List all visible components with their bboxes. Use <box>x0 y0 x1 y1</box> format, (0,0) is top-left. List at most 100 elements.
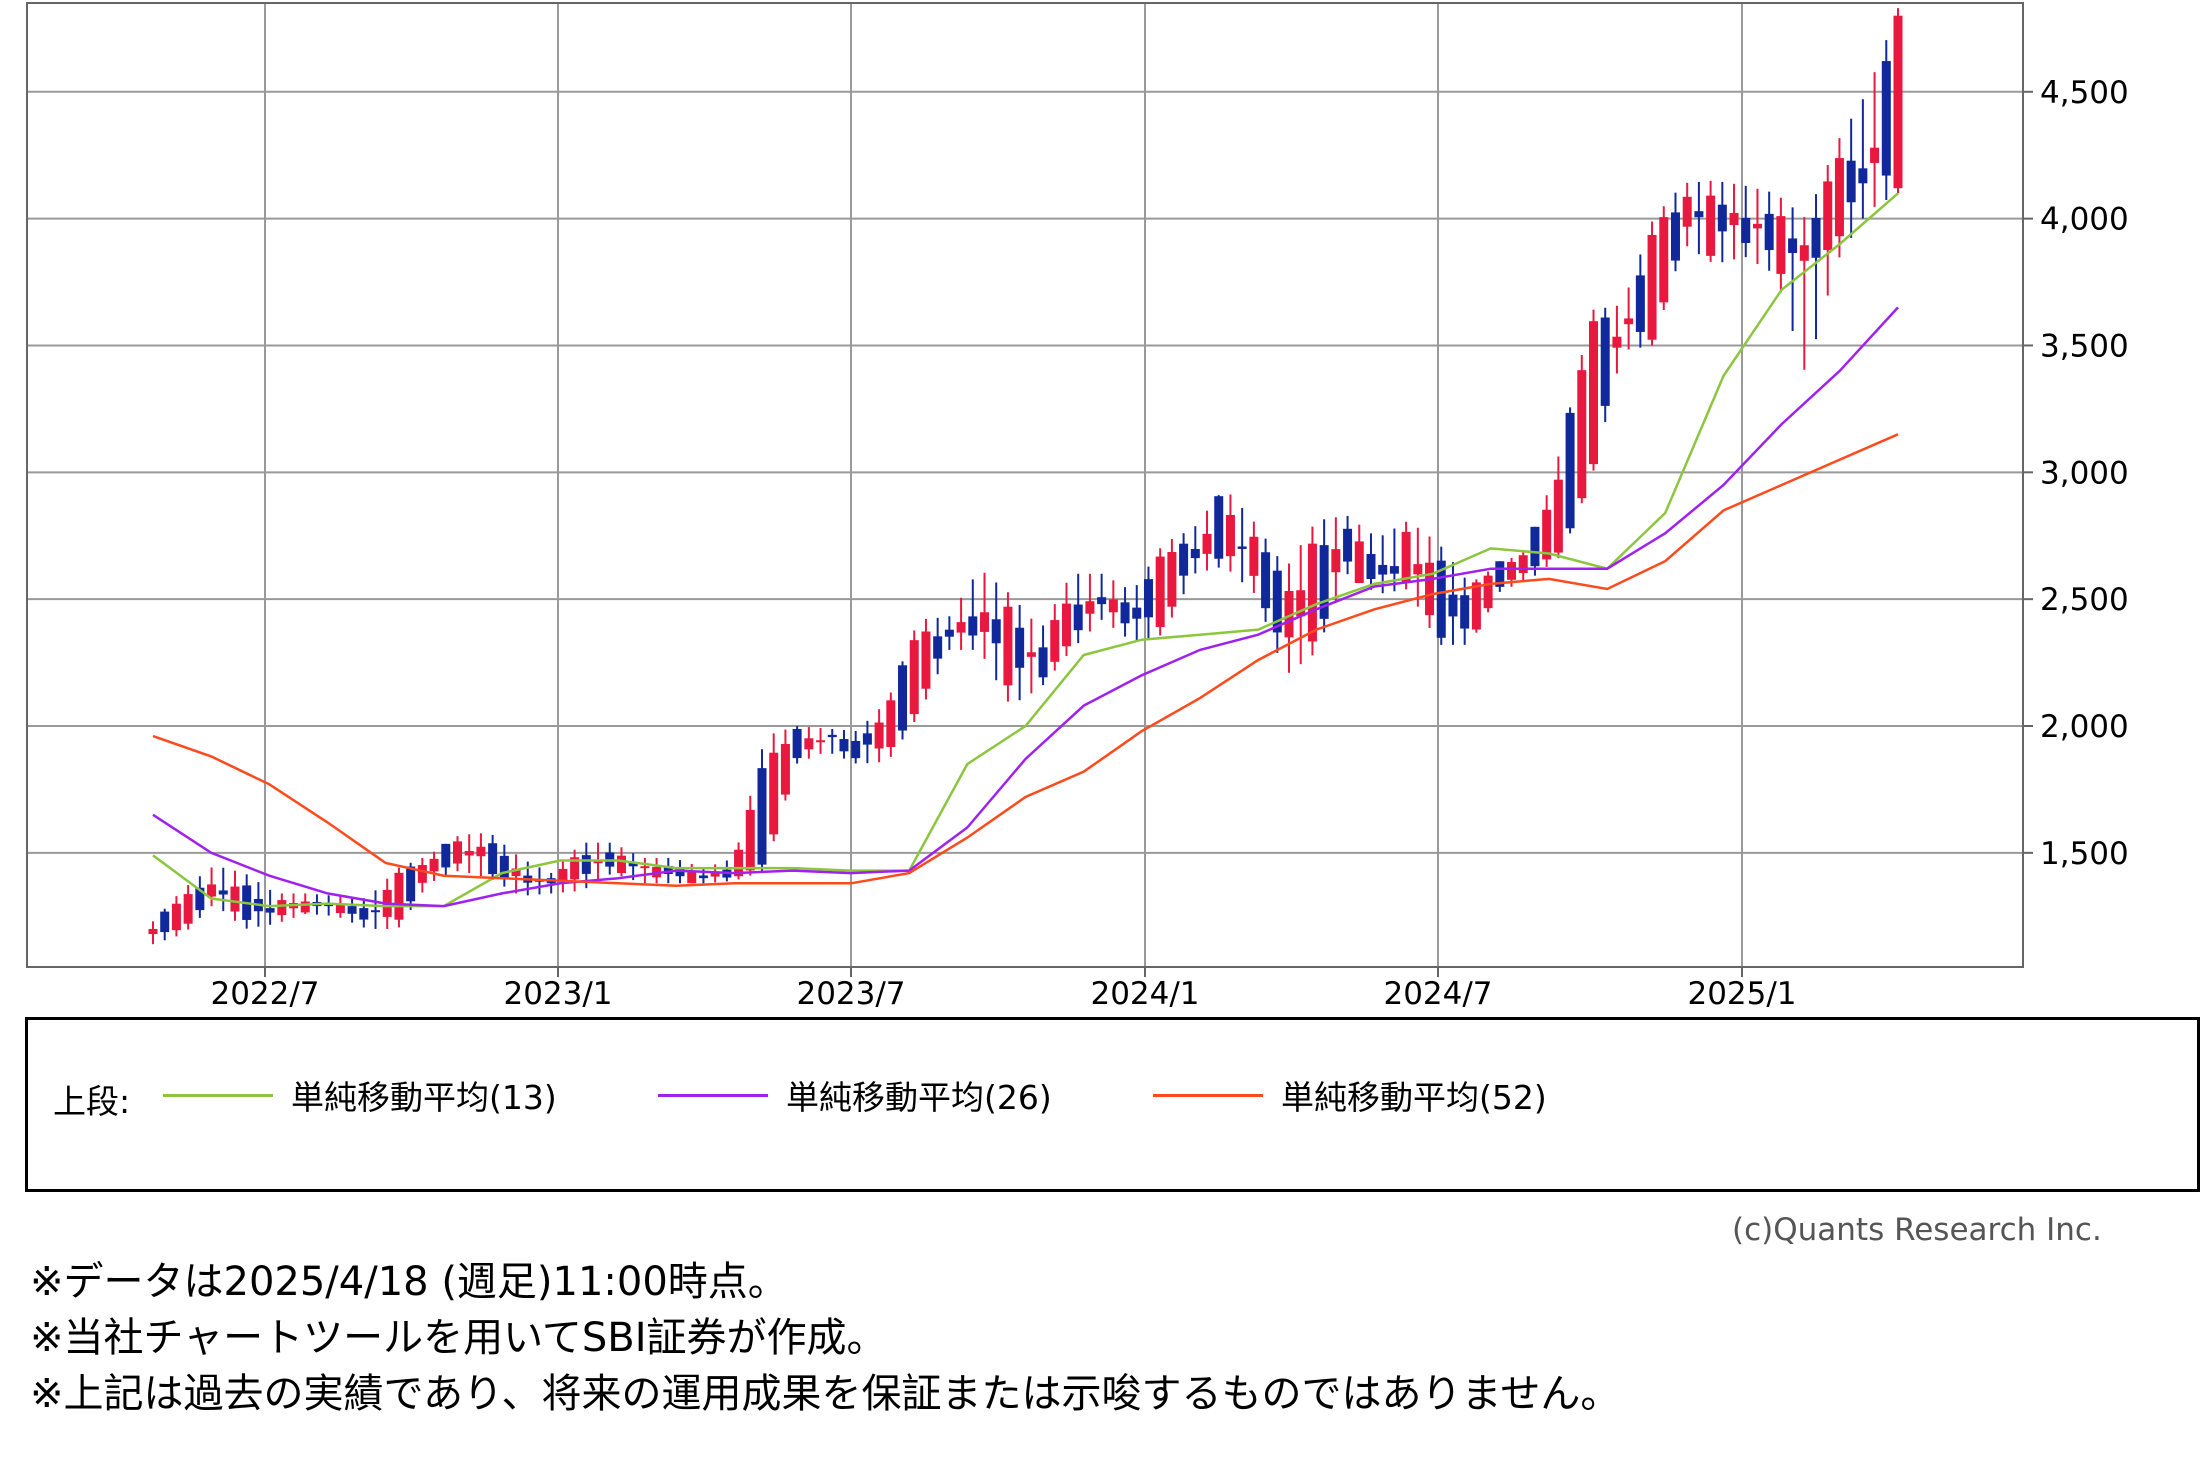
candle-down <box>441 843 451 868</box>
candle-up <box>1167 551 1177 607</box>
x-axis-tick-labels: 2022/7 2023/1 2023/7 2024/1 2024/7 2025/1 <box>210 967 1797 1010</box>
candle-up <box>1624 318 1634 325</box>
candle-down <box>160 911 170 933</box>
y-tick-label: 4,500 <box>2040 75 2129 111</box>
candle-down <box>488 843 498 875</box>
candle-down <box>933 636 943 659</box>
candle-down <box>991 619 1001 644</box>
legend-label-ma26: 単純移動平均(26) <box>786 1078 1052 1117</box>
candle-down <box>1670 212 1680 261</box>
plot-frame <box>26 2 2024 968</box>
candle-up <box>1471 582 1481 630</box>
candle-up <box>1799 245 1809 261</box>
candle-down <box>359 908 369 920</box>
candle-down <box>1389 566 1399 574</box>
candle-down <box>1788 238 1798 253</box>
plot-background <box>27 3 2023 967</box>
candle-up <box>1425 562 1435 616</box>
candle-up <box>1249 536 1259 576</box>
candle-up <box>1647 234 1657 340</box>
candle-up <box>335 904 345 914</box>
candle-up <box>1542 509 1552 560</box>
candle-up <box>300 901 310 913</box>
candle-up <box>1776 216 1786 274</box>
candle-down <box>1015 627 1025 668</box>
candle-down <box>1366 554 1376 580</box>
x-tick-label: 2024/1 <box>1090 976 1199 1010</box>
chart-grid <box>27 3 2023 967</box>
legend-swatch-ma26 <box>658 1093 768 1097</box>
candle-up <box>148 928 158 935</box>
candle-down <box>757 768 767 865</box>
candle-up <box>1659 217 1669 303</box>
moving-average-line-2 <box>152 306 1899 908</box>
candle-up <box>1026 652 1036 657</box>
candle-up <box>1870 147 1880 163</box>
candle-down <box>851 740 861 759</box>
x-tick-label: 2024/7 <box>1383 976 1492 1010</box>
candle-up <box>1612 336 1622 348</box>
legend-label-ma13: 単純移動平均(13) <box>291 1078 557 1117</box>
candle-up <box>745 809 755 871</box>
candle-up <box>1284 591 1294 638</box>
candle-up <box>171 903 181 931</box>
candle-down <box>1811 217 1821 258</box>
candle-up <box>780 743 790 795</box>
y-axis-tick-labels: 1,500 2,000 2,500 3,000 3,500 4,000 4,500 <box>2023 75 2129 872</box>
candle-down <box>1038 647 1048 678</box>
candle-up <box>417 865 427 883</box>
candle-down <box>1635 275 1645 332</box>
candle-up <box>1401 531 1411 583</box>
candle-up <box>909 640 919 715</box>
x-tick-label: 2023/7 <box>796 976 905 1010</box>
candle-down <box>1694 211 1704 218</box>
candle-up <box>804 738 814 750</box>
candle-up <box>1050 620 1060 662</box>
candle-down <box>1717 204 1727 232</box>
candle-up <box>1553 479 1563 553</box>
candle-up <box>1893 15 1903 189</box>
candle-up <box>710 872 720 877</box>
note-disclaimer: ※上記は過去の実績であり、将来の運用成果を保証または示唆するものではありません。 <box>30 1371 1621 1417</box>
candle-up <box>1682 196 1692 227</box>
candle-up <box>1108 599 1118 613</box>
candle-up <box>1834 158 1844 237</box>
candle-down <box>862 733 872 745</box>
candle-up <box>1518 555 1528 574</box>
legend-item-ma26: 単純移動平均(26) <box>658 1075 1052 1117</box>
candle-up <box>980 612 990 632</box>
y-tick-label: 3,000 <box>2040 455 2129 491</box>
candle-down <box>663 865 673 874</box>
candle-down <box>581 855 591 874</box>
candle-down <box>218 890 228 895</box>
candle-up <box>1577 370 1587 499</box>
candle-up <box>476 846 486 857</box>
candle-down <box>1073 604 1083 631</box>
candle-down <box>1214 496 1224 559</box>
candle-down <box>195 887 205 911</box>
candle-down <box>1261 552 1271 609</box>
candle-down <box>1143 579 1153 618</box>
candle-up <box>1752 223 1762 229</box>
candle-up <box>464 851 474 856</box>
candle-up <box>874 722 884 749</box>
candle-up <box>277 900 287 916</box>
candle-up <box>1823 181 1833 250</box>
candle-up <box>1202 533 1212 554</box>
moving-average-lines <box>152 192 1899 908</box>
note-data-date: ※データは2025/4/18 (週足)11:00時点。 <box>30 1259 788 1305</box>
candle-up <box>1225 514 1235 557</box>
candle-up <box>429 858 439 872</box>
candle-up <box>1085 601 1095 614</box>
candle-up <box>1507 562 1517 580</box>
candle-up <box>1483 575 1493 609</box>
candle-down <box>265 908 275 913</box>
candle-down <box>1319 545 1329 619</box>
candle-down <box>1530 526 1540 567</box>
candle-down <box>1846 160 1856 203</box>
candle-down <box>371 910 381 913</box>
candle-up <box>1155 556 1165 628</box>
copyright: (c)Quants Research Inc. <box>1732 1212 2102 1248</box>
candle-up <box>394 872 404 920</box>
candle-up <box>230 886 240 912</box>
